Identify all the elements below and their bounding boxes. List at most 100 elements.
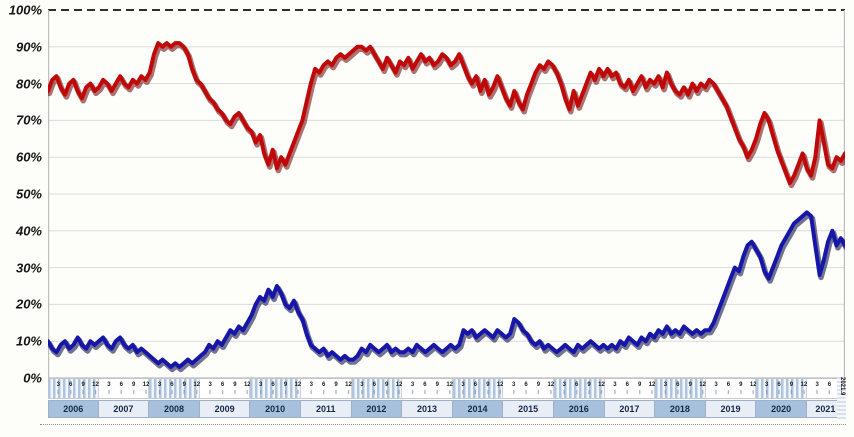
y-axis-tick-label: 50% bbox=[15, 186, 42, 202]
quarter-tick-label: 6 bbox=[423, 382, 427, 388]
quarter-tick-mark: ‖ bbox=[436, 390, 439, 396]
quarter-cell-2006: 3 ‖ 6 ‖ 9 ‖ 12 ‖ bbox=[48, 379, 99, 399]
quarter-tick-mark: ‖ bbox=[158, 390, 161, 396]
y-axis-tick-label: 40% bbox=[15, 223, 42, 239]
quarter-tick-mark: ‖ bbox=[626, 390, 629, 396]
quarter-cell-2020: 3 ‖ 6 ‖ 9 ‖ 12 ‖ bbox=[756, 379, 807, 399]
quarter-tick-label: 9 bbox=[688, 382, 692, 388]
year-label-2008: 2008 bbox=[149, 400, 200, 418]
quarter-tick-label: 6 bbox=[220, 382, 225, 388]
quarter-tick-label: 6 bbox=[726, 382, 731, 388]
quarter-tick-mark: ‖ bbox=[296, 390, 299, 396]
quarter-tick-label: 12 bbox=[699, 382, 706, 388]
quarter-tick-mark: ‖ bbox=[259, 390, 262, 396]
upper-red-line-shadow bbox=[48, 42, 845, 189]
y-axis-tick-label: 80% bbox=[15, 76, 42, 92]
quarter-tick-mark: ‖ bbox=[638, 390, 641, 396]
quarter-tick-mark: ‖ bbox=[701, 390, 704, 396]
quarter-tick-mark: ‖ bbox=[360, 390, 363, 396]
quarter-tick-mark: ‖ bbox=[777, 390, 781, 396]
quarter-tick-label: 3 bbox=[56, 382, 60, 388]
quarter-tick-mark: ‖ bbox=[221, 390, 224, 396]
quarter-cell-2014: 3 ‖ 6 ‖ 9 ‖ 12 ‖ bbox=[452, 379, 504, 399]
quarter-tick-label: 9 bbox=[486, 382, 490, 388]
quarter-tick-mark: ‖ bbox=[82, 390, 85, 396]
x-axis-quarter-band: 3 ‖ 6 ‖ 9 ‖ 12 ‖ 3 ‖ 6 ‖ 9 ‖ 12 ‖ 3 ‖ 6 ‖ 9 ‖ 12 ‖ 3 ‖ 6 ‖ 9 ‖ 12 ‖ 3 ‖ 6 ‖… bbox=[48, 378, 845, 399]
quarter-tick-label: 3 bbox=[714, 382, 718, 388]
quarter-tick-mark: ‖ bbox=[689, 390, 692, 396]
quarter-tick-mark: ‖ bbox=[499, 390, 502, 396]
quarter-tick-label: 3 bbox=[410, 382, 415, 388]
quarter-tick-label: 6 bbox=[473, 382, 478, 388]
quarter-tick-label: 9 bbox=[182, 382, 186, 388]
quarter-tick-mark: ‖ bbox=[676, 390, 679, 396]
quarter-tick-label: 12 bbox=[496, 382, 504, 388]
year-label-2018: 2018 bbox=[655, 400, 706, 418]
lower-blue-line-shadow bbox=[48, 212, 845, 373]
quarter-tick-label: 6 bbox=[777, 382, 781, 388]
quarter-tick-label: 9 bbox=[789, 382, 794, 388]
quarter-tick-label: 12 bbox=[294, 382, 302, 388]
quarter-tick-mark: ‖ bbox=[347, 390, 350, 396]
quarter-tick-label: 12 bbox=[749, 382, 757, 388]
quarter-tick-mark: ‖ bbox=[486, 390, 489, 396]
quarter-cell-2019: 3 ‖ 6 ‖ 9 ‖ 12 ‖ bbox=[705, 379, 757, 399]
quarter-tick-label: 3 bbox=[764, 382, 769, 388]
quarter-tick-mark: ‖ bbox=[94, 390, 97, 396]
quarter-cell-2015: 3 ‖ 6 ‖ 9 ‖ 12 ‖ bbox=[503, 379, 554, 399]
quarter-tick-mark: ‖ bbox=[398, 390, 401, 396]
quarter-tick-mark: ‖ bbox=[549, 390, 552, 396]
quarter-tick-label: 12 bbox=[345, 382, 352, 388]
quarter-tick-mark: ‖ bbox=[765, 390, 768, 396]
quarter-tick-label: 12 bbox=[446, 382, 454, 388]
quarter-tick-label: 12 bbox=[142, 382, 150, 388]
upper-red-line bbox=[48, 41, 845, 185]
quarter-tick-mark: ‖ bbox=[107, 390, 110, 396]
quarter-tick-mark: ‖ bbox=[537, 390, 540, 396]
quarter-tick-label: 6 bbox=[827, 382, 832, 388]
quarter-tick-mark: ‖ bbox=[69, 390, 72, 396]
quarter-tick-label: 9 bbox=[283, 382, 288, 388]
quarter-tick-label: 3 bbox=[309, 382, 313, 388]
x-axis-year-band: 2006 2007 2008 2009 2010 2011 2012 2013 2014 2015… bbox=[48, 400, 845, 418]
year-label-2016: 2016 bbox=[553, 400, 605, 418]
quarter-cell-2017: 3 ‖ 6 ‖ 9 ‖ 12 ‖ bbox=[604, 379, 656, 399]
year-label-2017: 2017 bbox=[604, 400, 656, 418]
quarter-tick-mark: ‖ bbox=[335, 390, 338, 396]
quarter-tick-mark: ‖ bbox=[373, 390, 376, 396]
quarter-tick-label: 9 bbox=[385, 382, 389, 388]
quarter-tick-label: 12 bbox=[648, 382, 656, 388]
year-label-2015: 2015 bbox=[503, 400, 554, 418]
quarter-tick-label: 3 bbox=[613, 382, 617, 388]
quarter-tick-label: 3 bbox=[461, 382, 465, 388]
quarter-tick-label: 9 bbox=[132, 382, 136, 388]
quarter-tick-mark: ‖ bbox=[600, 390, 603, 396]
quarter-tick-mark: ‖ bbox=[790, 390, 793, 396]
year-label-2012: 2012 bbox=[351, 400, 403, 418]
quarter-tick-label: 6 bbox=[322, 382, 326, 388]
quarter-tick-mark: ‖ bbox=[752, 390, 755, 396]
quarter-tick-label: 6 bbox=[676, 382, 680, 388]
quarter-tick-label: 6 bbox=[524, 382, 528, 388]
plot-area bbox=[48, 9, 845, 379]
quarter-cell-2009: 3 ‖ 6 ‖ 9 ‖ 12 ‖ bbox=[199, 379, 251, 399]
quarter-tick-mark: ‖ bbox=[474, 390, 477, 396]
quarter-tick-label: 9 bbox=[739, 382, 743, 388]
quarter-tick-mark: ‖ bbox=[802, 390, 805, 396]
year-label-2009: 2009 bbox=[199, 400, 251, 418]
quarter-tick-mark: ‖ bbox=[816, 390, 819, 396]
quarter-cell-2016: 3 ‖ 6 ‖ 9 ‖ 12 ‖ bbox=[553, 379, 605, 399]
quarter-tick-mark: ‖ bbox=[120, 390, 123, 396]
y-axis-tick-label: 60% bbox=[15, 149, 42, 165]
y-axis-tick-label: 0% bbox=[23, 370, 42, 386]
quarter-tick-label: 6 bbox=[170, 382, 174, 388]
quarter-tick-mark: ‖ bbox=[170, 390, 173, 396]
y-axis-tick-label: 20% bbox=[15, 296, 42, 312]
quarter-tick-label: 3 bbox=[259, 382, 263, 388]
quarter-tick-mark: ‖ bbox=[651, 390, 654, 396]
quarter-cell-2018: 3 ‖ 6 ‖ 9 ‖ 12 ‖ bbox=[655, 379, 706, 399]
quarter-tick-label: 9 bbox=[587, 382, 591, 388]
quarter-tick-mark: ‖ bbox=[664, 390, 667, 396]
quarter-tick-mark: ‖ bbox=[132, 390, 135, 396]
quarter-tick-mark: ‖ bbox=[195, 390, 198, 396]
